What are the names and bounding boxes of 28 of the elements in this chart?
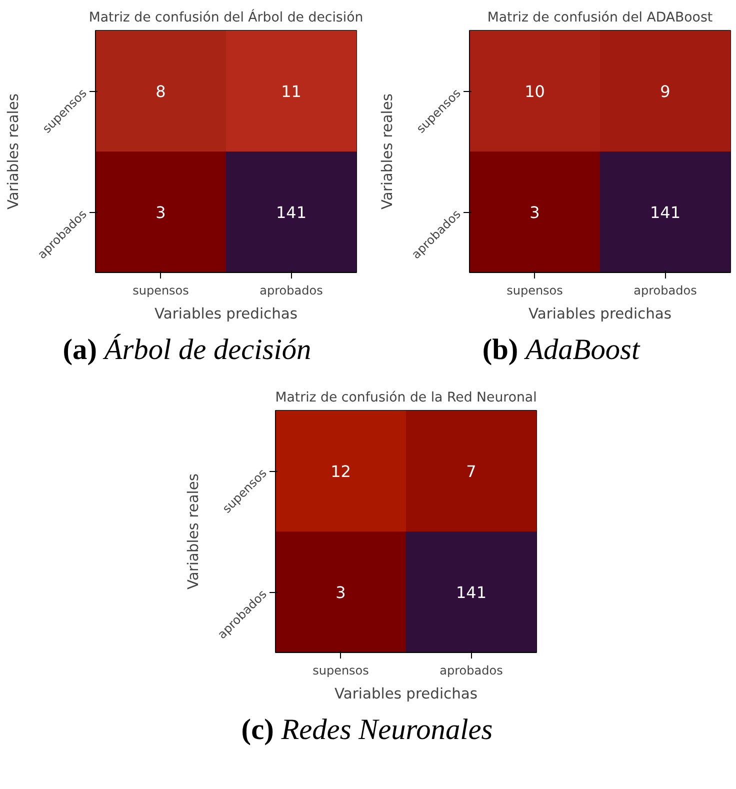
data-label: 141 [456, 583, 487, 602]
x-axis-title: Variables predichas [334, 686, 478, 702]
x-tick-label: aprobados [634, 284, 697, 298]
data-label: 12 [330, 462, 351, 481]
x-tick-label: supensos [506, 284, 563, 298]
data-label: 3 [156, 203, 166, 222]
chart-title: Matriz de confusión de la Red Neuronal [275, 390, 537, 406]
data-label: 11 [281, 82, 302, 101]
chart-title: Matriz de confusión del Árbol de decisión [88, 8, 364, 26]
x-tick-label: supensos [132, 284, 189, 298]
data-label: 141 [276, 203, 307, 222]
x-axis-title: Variables predichas [528, 306, 672, 322]
text: (b) AdaBoost [482, 334, 640, 366]
data-label: 141 [650, 203, 681, 222]
x-tick-label: aprobados [260, 284, 323, 298]
y-axis-title: Variables reales [184, 473, 202, 590]
data-label: 8 [156, 82, 166, 101]
y-axis-title: Variables reales [4, 93, 22, 210]
text: (a) Árbol de decisión [62, 334, 312, 366]
data-label: 7 [466, 462, 476, 481]
data-label: 10 [524, 82, 545, 101]
data-label: 3 [336, 583, 346, 602]
chart-title: Matriz de confusión del ADABoost [487, 10, 713, 26]
x-axis-title: Variables predichas [154, 306, 298, 322]
text: (c) Redes Neuronales [241, 714, 493, 746]
data-label: 3 [530, 203, 540, 222]
data-label: 9 [660, 82, 670, 101]
y-axis-title: Variables reales [378, 93, 396, 210]
